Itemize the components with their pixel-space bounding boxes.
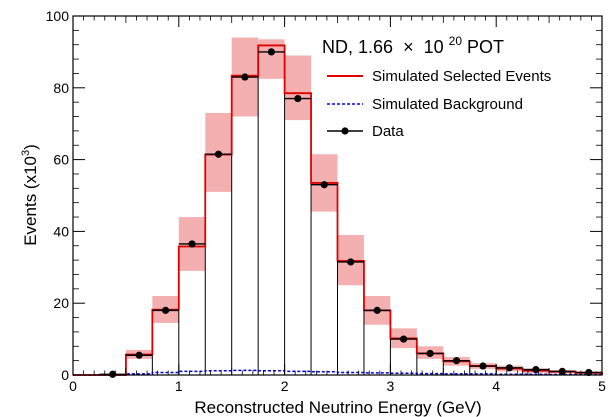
y-axis-title-exponent: 3	[20, 150, 32, 156]
data-point-6	[267, 48, 275, 56]
x-tick-label-0: 0	[69, 378, 77, 394]
y-axis-title: Events (x103)	[20, 144, 40, 246]
data-point-10	[373, 306, 381, 314]
exposure-times: ×	[403, 37, 414, 57]
exposure-annotation: ND, 1.66 × 10 20 POT	[322, 29, 504, 57]
bin-edge-lines	[125, 45, 577, 375]
y-tick-label-2: 40	[53, 223, 69, 239]
x-tick-label-5: 5	[598, 378, 606, 394]
data-point-4	[214, 150, 223, 158]
y-axis-title-main: Events (x10	[21, 156, 40, 246]
legend: Simulated Selected Events Simulated Back…	[327, 68, 551, 140]
legend-data-marker	[341, 127, 349, 135]
x-tick-label-4: 4	[492, 378, 500, 394]
y-axis-title-close: )	[21, 144, 40, 150]
data-point-11	[400, 335, 408, 343]
exposure-base: 10	[424, 37, 444, 57]
data-point-0	[109, 370, 117, 378]
data-point-14	[479, 362, 487, 370]
data-point-1	[135, 351, 143, 359]
uncertainty-band-bin-8	[284, 55, 312, 121]
data-point-18	[585, 368, 593, 377]
y-tick-label-4: 80	[53, 80, 69, 96]
legend-data-label: Data	[372, 123, 404, 140]
x-tick-label-1: 1	[175, 378, 183, 394]
legend-background-label: Simulated Background	[372, 96, 523, 113]
x-tick-label-2: 2	[281, 378, 289, 394]
data-point-12	[426, 349, 434, 358]
data-points	[99, 48, 602, 378]
data-point-17	[558, 367, 566, 376]
y-tick-label-0: 0	[61, 367, 69, 383]
data-point-3	[188, 240, 196, 248]
exposure-suffix: POT	[467, 37, 504, 57]
data-point-13	[452, 357, 461, 365]
exposure-exponent: 20	[449, 34, 463, 48]
data-point-2	[161, 306, 170, 314]
data-point-5	[241, 73, 249, 81]
data-point-7	[294, 94, 302, 103]
data-point-15	[505, 364, 514, 372]
y-tick-label-1: 20	[53, 295, 69, 311]
exposure-prefix: ND, 1.66	[322, 37, 393, 57]
y-tick-label-3: 60	[53, 152, 69, 168]
data-point-8	[320, 181, 328, 189]
x-tick-label-3: 3	[387, 378, 395, 394]
data-point-16	[532, 366, 540, 374]
data-point-9	[347, 258, 355, 266]
x-axis-title: Reconstructed Neutrino Energy (GeV)	[194, 398, 481, 417]
y-tick-label-5: 100	[46, 8, 70, 24]
legend-selected-label: Simulated Selected Events	[372, 68, 551, 85]
axes: 0 1 2 3 4 5 0 20 40 60 80 100	[46, 8, 606, 394]
